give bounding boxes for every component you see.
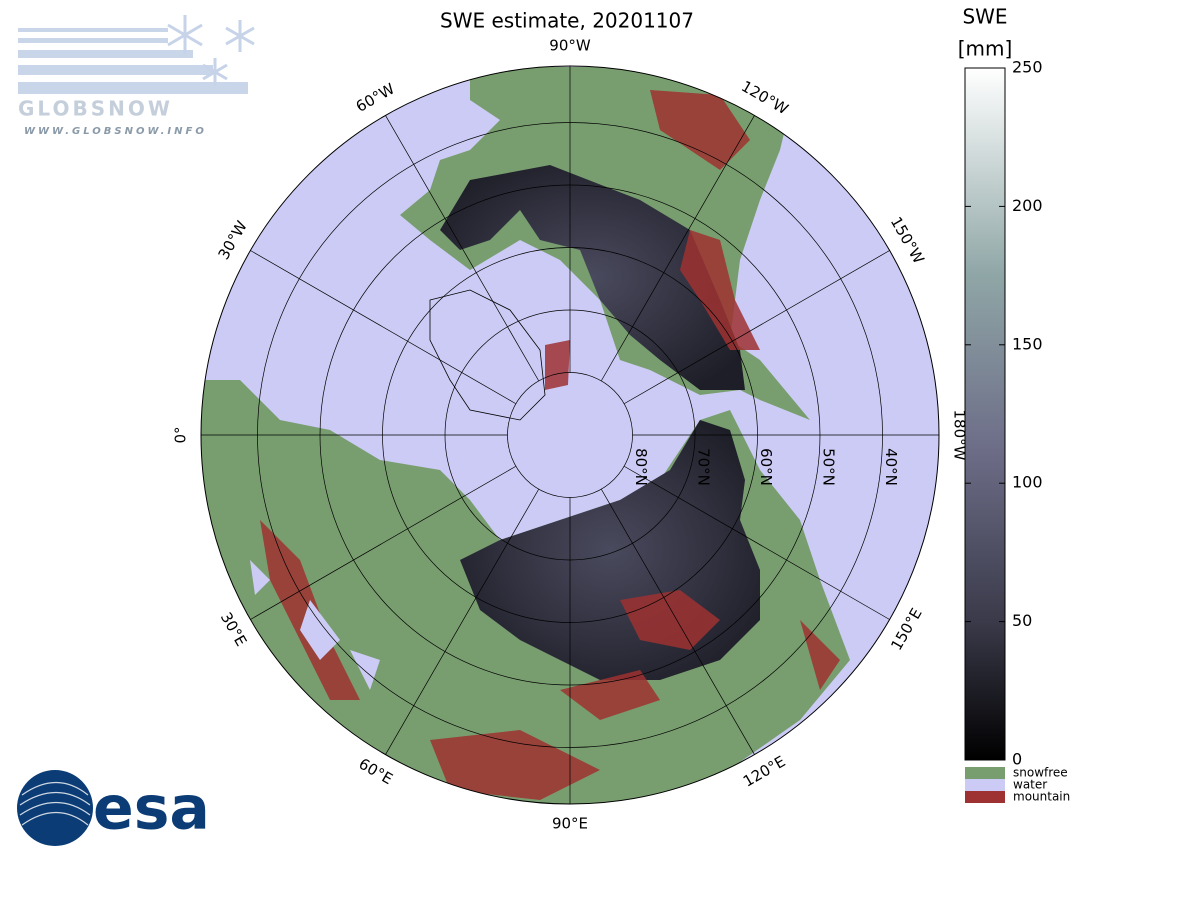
colorbar-tick-label: 250 [1012,58,1043,77]
colorbar-tick-label: 200 [1012,196,1043,215]
legend-label: snowfree [1013,766,1068,780]
legend-label: water [1013,778,1047,792]
legend-swatch [965,767,1005,779]
globsnow-logo: GLOBSNOW WWW.GLOBSNOW.INFO [18,15,255,137]
meridian-label: 90°E [552,815,588,833]
meridian-label: 90°W [549,37,591,55]
map-title: SWE estimate, 20201107 [440,9,694,33]
meridian [623,250,890,405]
logo-text: esa [93,774,210,844]
logo-text: GLOBSNOW [18,97,173,121]
meridian-label: 180°W [951,410,969,461]
meridian-label: 0° [172,426,190,443]
map [201,66,939,804]
colorbar-ticks: 0 50 100 150 200 250 [965,58,1043,769]
colorbar-tick-label: 0 [1012,750,1022,769]
meridian-label: 30°W [215,218,251,263]
colorbar-scale [964,67,1006,761]
colorbar: SWE [mm] [958,5,1013,761]
colorbar-tick-label: 150 [1012,334,1043,353]
parallel-label: 80°N [632,448,650,486]
parallel-label: 70°N [695,448,713,486]
logo-url: WWW.GLOBSNOW.INFO [24,126,207,137]
meridian [385,488,540,755]
map-border [200,65,940,805]
meridian [600,488,755,755]
legend-swatch [965,791,1005,803]
meridian [385,115,540,382]
meridian-label: 60°W [353,79,398,115]
meridian [600,115,755,382]
legend-swatch [965,779,1005,791]
legend-label: mountain [1013,790,1070,804]
colorbar-title: SWE [962,5,1007,29]
meridian [250,465,517,620]
colorbar-tick-label: 50 [1012,611,1032,630]
meridian [250,250,517,405]
esa-logo: esa [17,770,210,846]
parallel-label: 60°N [757,448,775,486]
parallel-label: 40°N [882,448,900,486]
meridian-label: 60°E [356,755,396,789]
parallel-label: 50°N [820,448,838,486]
colorbar-unit: [mm] [958,37,1013,61]
colorbar-tick-label: 100 [1012,473,1043,492]
meridian [623,465,890,620]
meridian-label: 30°E [217,609,251,649]
